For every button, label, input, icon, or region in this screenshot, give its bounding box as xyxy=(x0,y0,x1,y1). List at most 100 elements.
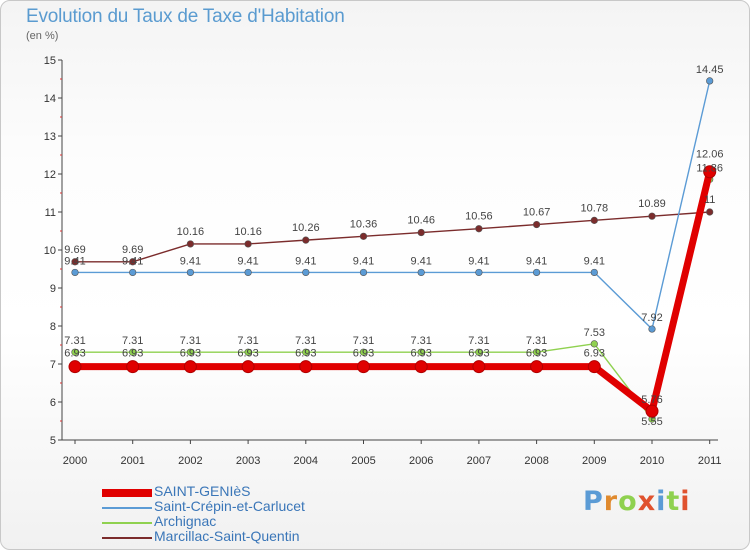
data-label: 6.93 xyxy=(468,348,489,360)
data-label: 10.26 xyxy=(292,222,320,234)
data-label: 7.31 xyxy=(410,335,431,347)
y-tick-label: 9 xyxy=(50,283,56,295)
data-point xyxy=(587,360,601,374)
data-label: 7.53 xyxy=(584,327,605,339)
data-label: 7.31 xyxy=(353,335,374,347)
x-tick-label: 2001 xyxy=(120,455,144,467)
chart-title: Evolution du Taux de Taxe d'Habitation xyxy=(26,6,345,27)
data-label: 9.41 xyxy=(180,255,201,267)
data-label: 7.31 xyxy=(295,335,316,347)
data-point xyxy=(359,268,368,277)
legend-item: Archignac xyxy=(102,514,422,529)
logo-letter: P xyxy=(583,486,604,517)
x-tick-label: 2003 xyxy=(236,455,260,467)
data-label: 7.31 xyxy=(468,335,489,347)
data-label: 5.55 xyxy=(641,416,662,428)
data-label: 6.93 xyxy=(584,348,605,360)
legend-label: Saint-Crépin-et-Carlucet xyxy=(154,498,305,514)
x-tick-label: 2002 xyxy=(178,455,202,467)
data-label: 9.41 xyxy=(122,255,143,267)
series-line-1 xyxy=(74,80,711,330)
data-label: 5.76 xyxy=(641,394,662,406)
data-point xyxy=(359,348,368,356)
logo-letter: r xyxy=(603,486,619,517)
data-point xyxy=(475,225,483,233)
data-point xyxy=(129,348,137,356)
data-label: 10.78 xyxy=(581,202,609,214)
y-tick-label: 11 xyxy=(45,207,56,219)
data-point xyxy=(648,325,656,333)
data-label: 7.31 xyxy=(526,335,547,347)
data-label: 7.31 xyxy=(122,335,143,347)
data-label: 10.16 xyxy=(234,226,262,238)
x-tick-label: 2004 xyxy=(294,455,318,467)
legend-item: SAINT-GENIèS xyxy=(102,484,422,499)
data-point xyxy=(71,348,79,356)
y-tick-label: 8 xyxy=(50,321,56,333)
legend-item: Saint-Crépin-et-Carlucet xyxy=(102,499,422,514)
legend-label: Archignac xyxy=(154,513,217,529)
data-point xyxy=(302,348,310,356)
data-point xyxy=(532,268,541,277)
data-point xyxy=(472,360,486,374)
data-point xyxy=(71,258,79,266)
data-label: 6.93 xyxy=(295,348,316,360)
logo-letter: i xyxy=(656,486,667,517)
logo-letter: o xyxy=(618,486,638,517)
y-tick-label: 13 xyxy=(44,131,56,143)
data-label: 6.93 xyxy=(180,348,201,360)
data-point xyxy=(645,404,659,418)
data-point xyxy=(590,268,598,277)
y-tick-label: 12 xyxy=(44,169,56,181)
data-point xyxy=(530,360,544,374)
x-tick-label: 2000 xyxy=(63,455,87,467)
data-point xyxy=(417,228,425,237)
data-label: 9.41 xyxy=(353,255,374,267)
legend-label: SAINT-GENIèS xyxy=(154,483,251,499)
y-tick-label: 14 xyxy=(44,93,56,105)
data-label: 11.86 xyxy=(696,162,723,174)
legend-swatch xyxy=(102,489,152,497)
data-label: 6.93 xyxy=(64,348,85,360)
x-tick-label: 2005 xyxy=(351,455,375,467)
data-point xyxy=(183,360,197,374)
data-point xyxy=(532,220,541,229)
x-tick-label: 2011 xyxy=(698,455,722,467)
data-label: 10.46 xyxy=(407,215,435,227)
data-point xyxy=(71,268,79,277)
data-label: 6.93 xyxy=(526,348,547,360)
data-label: 7.31 xyxy=(180,335,201,347)
data-label: 11 xyxy=(704,194,715,206)
data-point xyxy=(129,268,137,277)
data-label: 10.67 xyxy=(523,207,551,219)
data-point xyxy=(126,360,140,374)
data-point xyxy=(244,240,252,248)
data-label: 6.93 xyxy=(122,348,143,360)
data-point xyxy=(648,212,656,220)
legend-item: Marcillac-Saint-Quentin xyxy=(102,529,422,544)
data-point xyxy=(357,360,370,374)
data-point xyxy=(186,348,194,356)
data-point xyxy=(417,348,425,356)
series-line-2 xyxy=(74,178,711,420)
data-label: 9.41 xyxy=(295,255,316,267)
data-label: 10.89 xyxy=(638,198,666,210)
logo-letter: x xyxy=(637,486,657,517)
x-tick-label: 2010 xyxy=(640,455,664,467)
chart-legend: SAINT-GENIèS Saint-Crépin-et-Carlucet Arch… xyxy=(102,484,422,544)
data-point xyxy=(241,360,255,374)
data-point xyxy=(706,77,714,85)
y-tick-label: 7 xyxy=(50,359,56,371)
data-label: 6.93 xyxy=(353,348,374,360)
x-tick-label: 2009 xyxy=(582,455,606,467)
series-line-3 xyxy=(74,211,711,263)
logo-letter: i xyxy=(680,486,691,517)
data-point xyxy=(186,240,194,248)
data-label: 9.41 xyxy=(64,255,85,267)
logo-letter: t xyxy=(666,486,681,517)
data-point xyxy=(706,208,714,216)
data-label: 9.41 xyxy=(468,255,489,267)
legend-swatch xyxy=(102,537,152,539)
